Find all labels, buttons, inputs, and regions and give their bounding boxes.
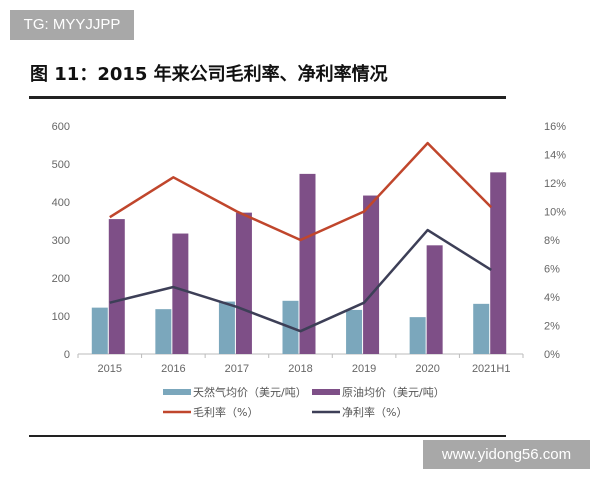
x-tick-label: 2020 <box>415 363 439 375</box>
y-left-tick-label: 600 <box>52 121 70 133</box>
legend-label: 天然气均价（美元/吨） <box>193 385 307 399</box>
x-tick-label: 2021H1 <box>472 363 511 375</box>
bar-oil <box>363 195 380 354</box>
bar-oil <box>108 219 125 354</box>
bar-gas <box>473 303 490 354</box>
y-right-tick-label: 4% <box>544 292 560 304</box>
y-left-tick-label: 200 <box>52 273 70 285</box>
watermark-bottom: www.yidong56.com <box>423 440 590 469</box>
bottom-divider <box>29 435 506 437</box>
y-right-tick-label: 10% <box>544 207 566 219</box>
legend-label: 毛利率（%） <box>193 405 258 419</box>
watermark-top: TG: MYYJJPP <box>10 10 134 40</box>
legend-swatch <box>312 389 340 395</box>
y-right-tick-label: 2% <box>544 321 560 333</box>
y-right-tick-label: 6% <box>544 264 560 276</box>
y-right-tick-label: 14% <box>544 150 566 162</box>
bar-gas <box>218 301 235 354</box>
x-tick-label: 2017 <box>225 363 249 375</box>
legend-swatch <box>163 389 191 395</box>
bar-gas <box>346 309 363 354</box>
legend-label: 原油均价（美元/吨） <box>342 385 445 399</box>
bar-oil <box>172 233 189 354</box>
chart-title: 图 11：2015 年来公司毛利率、净利率情况 <box>30 64 388 85</box>
bar-oil <box>490 172 507 354</box>
x-tick-label: 2016 <box>161 363 185 375</box>
x-tick-label: 2015 <box>98 363 122 375</box>
bar-oil <box>426 245 443 354</box>
x-tick-label: 2019 <box>352 363 376 375</box>
y-right-tick-label: 8% <box>544 235 560 247</box>
y-left-tick-label: 400 <box>52 197 70 209</box>
bar-gas <box>409 317 426 354</box>
bar-oil <box>235 212 252 354</box>
bar-oil <box>299 173 316 354</box>
legend-label: 净利率（%） <box>342 405 407 419</box>
y-left-tick-label: 500 <box>52 159 70 171</box>
title-divider <box>29 96 506 99</box>
y-left-tick-label: 300 <box>52 235 70 247</box>
bar-gas <box>91 307 108 354</box>
y-left-tick-label: 0 <box>64 349 70 361</box>
y-right-tick-label: 12% <box>544 178 566 190</box>
y-right-tick-label: 0% <box>544 349 560 361</box>
y-left-tick-label: 100 <box>52 311 70 323</box>
y-right-tick-label: 16% <box>544 121 566 133</box>
bar-gas <box>155 309 172 354</box>
x-tick-label: 2018 <box>288 363 312 375</box>
